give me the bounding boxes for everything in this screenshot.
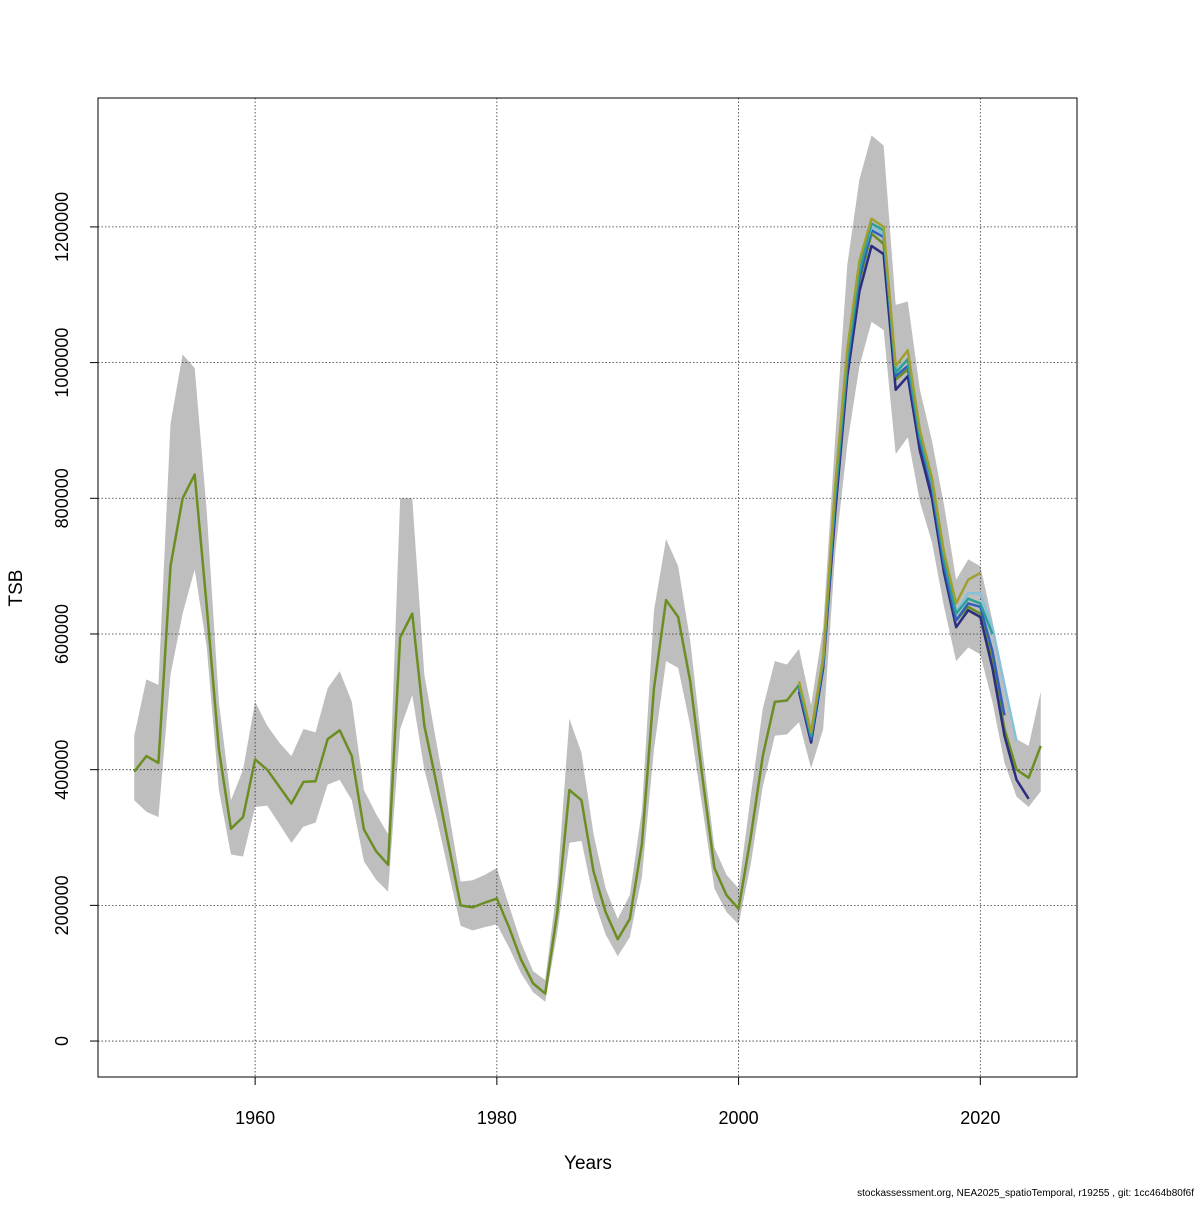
footer: stockassessment.org, NEA2025_spatioTempo… <box>857 1188 1194 1199</box>
y-tick-label: 0 <box>52 1036 72 1046</box>
x-tick-label: 2020 <box>960 1108 1000 1128</box>
x-tick-label: 1960 <box>235 1108 275 1128</box>
y-tick-label: 800000 <box>52 468 72 528</box>
confidence-band <box>134 135 1041 1002</box>
y-tick-label: 600000 <box>52 604 72 664</box>
y-axis-label: TSB <box>6 570 27 607</box>
x-tick-label: 2000 <box>719 1108 759 1128</box>
plot-frame <box>97 97 1078 1078</box>
y-tick-label: 1000000 <box>52 328 72 398</box>
y-tick-label: 200000 <box>52 875 72 935</box>
x-tick-label: 1980 <box>477 1108 517 1128</box>
retro-line <box>797 222 994 737</box>
y-tick-label: 1200000 <box>52 192 72 262</box>
x-axis-label: Years <box>564 1153 612 1174</box>
retro-line <box>797 217 981 734</box>
y-tick-label: 400000 <box>52 740 72 800</box>
